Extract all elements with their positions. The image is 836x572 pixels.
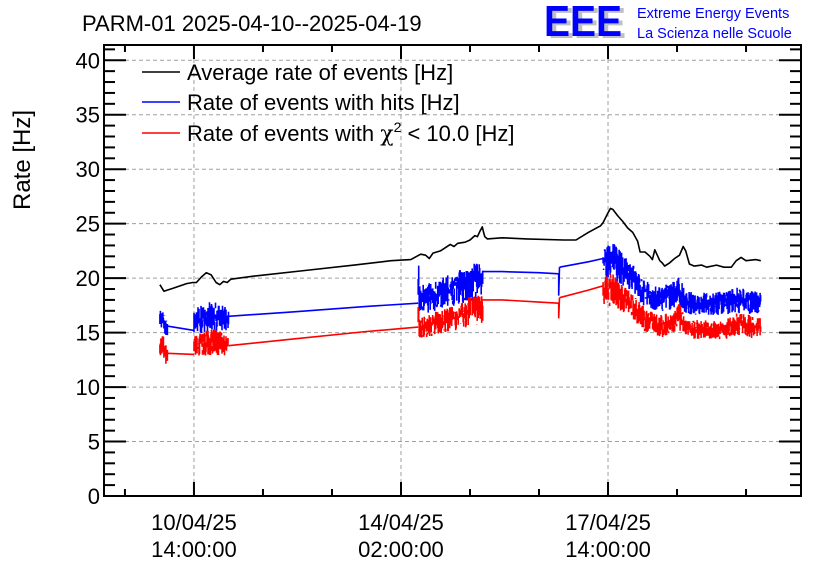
series-line-segment bbox=[482, 299, 559, 304]
series-line-segment bbox=[228, 302, 419, 318]
y-tick-label: 10 bbox=[76, 375, 100, 400]
series-line bbox=[159, 207, 761, 292]
plot-frame bbox=[103, 44, 802, 497]
y-tick-label: 5 bbox=[88, 430, 100, 455]
series-hits bbox=[159, 244, 762, 336]
eee-logo: EEE EEE Extreme Energy Events La Scienza… bbox=[544, 0, 792, 48]
series-dip bbox=[557, 297, 561, 319]
x-tick-date: 17/04/25 bbox=[565, 510, 651, 535]
y-tick-label: 20 bbox=[76, 266, 100, 291]
y-tick-label: 0 bbox=[88, 484, 100, 509]
series-noise-band bbox=[602, 244, 762, 315]
x-tick-time: 14:00:00 bbox=[151, 537, 237, 562]
x-tick-time: 02:00:00 bbox=[358, 537, 444, 562]
series-line-segment bbox=[559, 257, 604, 268]
y-tick-label: 25 bbox=[76, 212, 100, 237]
x-tick-date: 14/04/25 bbox=[358, 510, 444, 535]
series-noise-band bbox=[417, 263, 484, 313]
series-noise-band bbox=[417, 295, 484, 338]
series-line-segment bbox=[482, 270, 559, 275]
x-tick-labels: 10/04/2514:00:0014/04/2502:00:0017/04/25… bbox=[151, 510, 651, 562]
legend-label-hits: Rate of events with hits [Hz] bbox=[187, 90, 460, 115]
logo-line2: La Scienza nelle Scuole bbox=[637, 26, 792, 42]
series-noise-band bbox=[602, 274, 762, 340]
series-noise-band bbox=[193, 302, 230, 334]
y-tick-label: 15 bbox=[76, 321, 100, 346]
series-noise-band bbox=[159, 336, 169, 364]
series-chi2 bbox=[159, 274, 762, 364]
series-line-segment bbox=[559, 285, 604, 299]
legend-label-average: Average rate of events [Hz] bbox=[187, 60, 453, 85]
y-tick-label: 35 bbox=[76, 103, 100, 128]
legend: Average rate of events [Hz] Rate of even… bbox=[142, 60, 514, 147]
series-noise-band bbox=[159, 310, 169, 336]
series-line-segment bbox=[167, 325, 195, 332]
y-axis-title: Rate [Hz] bbox=[9, 110, 36, 210]
series-line-segment bbox=[228, 326, 419, 347]
series-dip bbox=[557, 267, 561, 296]
series-line-segment bbox=[167, 352, 195, 356]
x-tick-date: 10/04/25 bbox=[151, 510, 237, 535]
series-layer bbox=[159, 207, 762, 364]
legend-label-chi2: Rate of events with χ2 < 10.0 [Hz] bbox=[187, 119, 514, 147]
x-tick-time: 14:00:00 bbox=[565, 537, 651, 562]
chart-title: PARM-01 2025-04-10--2025-04-19 bbox=[82, 11, 422, 36]
y-tick-labels: 0 5 10 15 20 25 30 35 40 bbox=[76, 48, 100, 509]
logo-line1: Extreme Energy Events bbox=[637, 6, 789, 22]
y-tick-label: 40 bbox=[76, 48, 100, 73]
series-noise-band bbox=[193, 329, 230, 356]
y-tick-label: 30 bbox=[76, 157, 100, 182]
logo-letters: EEE bbox=[544, 0, 622, 46]
logo-shadow: EEE bbox=[548, 0, 626, 48]
axes bbox=[103, 44, 802, 497]
series-average bbox=[159, 207, 761, 292]
